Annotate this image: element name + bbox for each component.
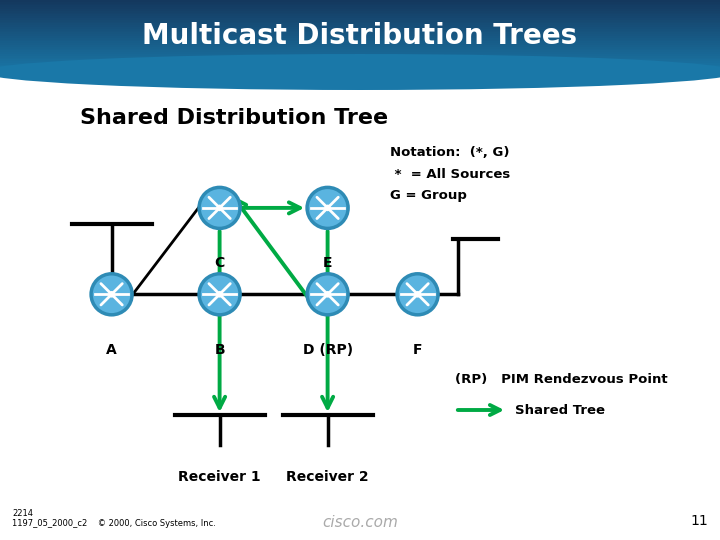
Bar <box>0 59 720 61</box>
Circle shape <box>307 187 348 228</box>
Bar <box>0 54 720 56</box>
Circle shape <box>307 274 348 315</box>
Ellipse shape <box>0 54 720 90</box>
Bar <box>0 15 720 16</box>
Bar <box>0 50 720 52</box>
Bar <box>0 9 720 11</box>
Bar <box>0 43 720 45</box>
Text: E: E <box>323 256 333 271</box>
Bar <box>0 29 720 31</box>
Bar <box>0 58 720 59</box>
Bar <box>0 25 720 27</box>
Bar <box>0 70 720 72</box>
Bar <box>0 36 720 38</box>
Text: Receiver 1: Receiver 1 <box>179 470 261 484</box>
Text: Notation:  (*, G): Notation: (*, G) <box>390 145 510 159</box>
Bar <box>0 39 720 42</box>
Bar <box>0 42 720 43</box>
Text: Multicast Distribution Trees: Multicast Distribution Trees <box>143 22 577 50</box>
Bar <box>0 11 720 12</box>
Text: Shared Distribution Tree: Shared Distribution Tree <box>80 108 388 128</box>
Bar <box>0 23 720 25</box>
Bar <box>0 45 720 47</box>
Bar <box>0 20 720 22</box>
Bar <box>0 22 720 23</box>
Text: 11: 11 <box>690 514 708 528</box>
Text: Receiver 2: Receiver 2 <box>287 470 369 484</box>
Text: G = Group: G = Group <box>390 190 467 202</box>
Bar <box>0 32 720 34</box>
Bar <box>0 38 720 39</box>
Text: B: B <box>215 343 225 357</box>
Bar <box>0 34 720 36</box>
Bar <box>0 5 720 7</box>
Circle shape <box>216 205 223 211</box>
Bar <box>0 4 720 5</box>
Text: Shared Tree: Shared Tree <box>515 403 605 416</box>
Text: (RP)   PIM Rendezvous Point: (RP) PIM Rendezvous Point <box>455 374 667 387</box>
Circle shape <box>324 205 331 211</box>
Text: D (RP): D (RP) <box>302 343 353 357</box>
Bar <box>0 2 720 4</box>
Bar <box>0 16 720 18</box>
Bar <box>0 56 720 58</box>
Text: cisco.com: cisco.com <box>322 515 398 530</box>
Circle shape <box>324 291 331 298</box>
Circle shape <box>91 274 132 315</box>
Bar <box>0 7 720 9</box>
Text: F: F <box>413 343 423 357</box>
Circle shape <box>397 274 438 315</box>
Bar <box>0 66 720 69</box>
Bar <box>0 52 720 54</box>
Circle shape <box>199 187 240 228</box>
Bar <box>0 12 720 15</box>
Bar <box>0 65 720 66</box>
Text: *  = All Sources: * = All Sources <box>390 167 510 180</box>
Bar <box>0 18 720 20</box>
Bar <box>0 0 720 2</box>
Bar <box>0 69 720 70</box>
Text: 2214
1197_05_2000_c2    © 2000, Cisco Systems, Inc.: 2214 1197_05_2000_c2 © 2000, Cisco Syste… <box>12 509 216 528</box>
Bar <box>0 49 720 50</box>
Text: A: A <box>107 343 117 357</box>
Circle shape <box>108 291 115 298</box>
Bar <box>0 61 720 63</box>
Circle shape <box>199 274 240 315</box>
Circle shape <box>216 291 223 298</box>
Bar <box>0 63 720 65</box>
Text: C: C <box>215 256 225 271</box>
Bar <box>0 27 720 29</box>
Bar <box>0 72 720 540</box>
Bar <box>0 31 720 32</box>
Bar <box>0 47 720 49</box>
Circle shape <box>414 291 421 298</box>
